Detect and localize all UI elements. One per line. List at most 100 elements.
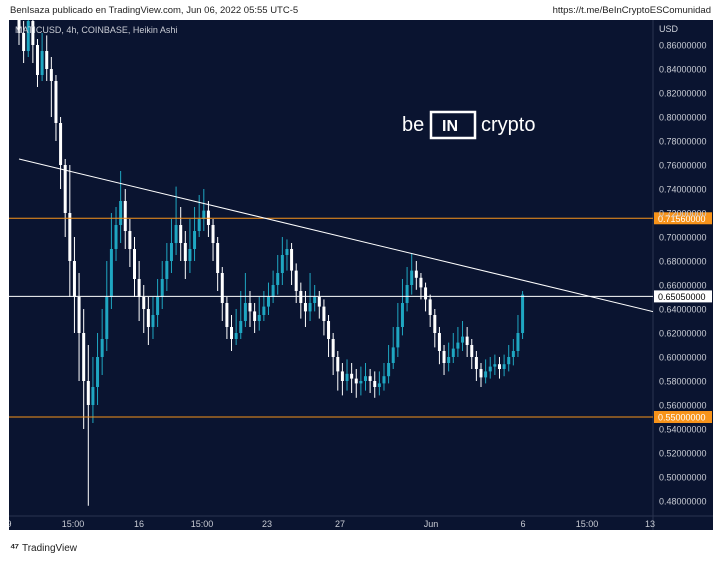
watermark-box — [429, 110, 477, 140]
candle-body — [114, 225, 118, 249]
candle-body — [239, 321, 243, 333]
candle-body — [377, 383, 381, 387]
candle-body — [82, 333, 86, 381]
candle-body — [303, 303, 307, 312]
header-bar: BenIsaza publicado en TradingView.com, J… — [0, 0, 721, 20]
candle-body — [290, 249, 294, 271]
x-tick-label: 23 — [262, 519, 272, 529]
y-tick-label: 0.84000000 — [659, 65, 707, 75]
y-tick-label: 0.70000000 — [659, 233, 707, 243]
candle-body — [322, 306, 326, 321]
x-tick-label: 16 — [134, 519, 144, 529]
candle-body — [331, 339, 335, 357]
candle-body — [414, 270, 418, 278]
candle-body — [271, 285, 275, 297]
watermark-text-be: be — [402, 114, 424, 136]
candle-body — [336, 357, 340, 372]
candle-body — [100, 339, 104, 357]
candle-body — [465, 336, 469, 345]
candle-body — [396, 327, 400, 348]
candle-body — [502, 364, 506, 369]
candle-body — [497, 364, 501, 369]
candle-body — [248, 303, 252, 312]
community-link[interactable]: https://t.me/BeInCryptoESComunidad — [552, 5, 711, 16]
level-tag-1 — [654, 290, 712, 303]
candle-body — [424, 287, 428, 300]
candle-body — [40, 51, 44, 75]
candle-body — [54, 81, 58, 123]
candle-body — [391, 347, 395, 363]
candle-body — [507, 357, 511, 365]
trendline — [18, 158, 653, 313]
candle-body — [45, 51, 49, 69]
candle-body — [86, 381, 90, 405]
candle-body — [461, 336, 465, 343]
y-tick-label: 0.78000000 — [659, 137, 707, 147]
candle-body — [493, 364, 497, 367]
y-tick-label: 0.60000000 — [659, 353, 707, 363]
y-tick-label: 0.56000000 — [659, 401, 707, 411]
beincrypto-watermark: be IN crypto — [402, 110, 535, 140]
candle-body — [133, 249, 136, 279]
candle-body — [160, 279, 164, 297]
candle-body — [49, 69, 53, 81]
candle-body — [197, 219, 201, 231]
x-tick-label: 9 — [9, 519, 12, 529]
candle-body — [193, 231, 197, 249]
candle-body — [294, 270, 298, 291]
y-tick-label: 0.64000000 — [659, 305, 707, 315]
chart-title: MATICUSD, 4h, COINBASE, Heikin Ashi — [15, 25, 177, 35]
publisher-caption: BenIsaza publicado en TradingView.com, J… — [10, 5, 299, 16]
candle-body — [280, 255, 284, 273]
candle-body — [456, 342, 460, 349]
watermark-text-crypto: crypto — [481, 114, 535, 136]
candle-body — [350, 373, 354, 379]
tradingview-logo-icon: ⁴⁷ — [10, 542, 19, 554]
candle-body — [26, 21, 30, 51]
level-tag-0 — [654, 212, 712, 225]
candle-body — [253, 311, 257, 321]
candle-body — [183, 243, 187, 261]
candle-body — [77, 297, 81, 333]
candle-body — [308, 303, 312, 312]
candle-body — [299, 291, 303, 303]
watermark-text-in: IN — [442, 118, 458, 135]
candle-body — [285, 249, 289, 255]
x-tick-label: 27 — [335, 519, 345, 529]
candle-body — [220, 273, 224, 303]
candle-body — [188, 249, 192, 261]
y-tick-label: 0.80000000 — [659, 113, 707, 123]
candle-body — [142, 297, 146, 309]
candle-body — [317, 297, 321, 307]
price-chart[interactable]: 0.71560000 0.65050000 0.55000000 USD 0.86000… — [9, 20, 713, 530]
candle-body — [327, 321, 331, 339]
candle-body — [313, 297, 317, 303]
candle-body — [516, 333, 520, 351]
candle-body — [364, 376, 367, 381]
candle-body — [488, 366, 492, 372]
candle-body — [428, 299, 432, 315]
footer-brand[interactable]: TradingView — [21, 542, 78, 554]
candle-body — [31, 21, 35, 45]
candle-body — [165, 261, 169, 279]
level-tag-2 — [654, 411, 712, 423]
candle-body — [179, 225, 183, 243]
candle-body — [373, 381, 377, 387]
level-label-1: 0.65050000 — [658, 292, 706, 302]
candle-body — [447, 357, 451, 363]
candle-body — [442, 351, 446, 363]
candle-body — [156, 297, 160, 315]
y-tick-label: 0.48000000 — [659, 497, 707, 507]
y-tick-label: 0.74000000 — [659, 185, 707, 195]
candle-body — [72, 261, 76, 297]
candle-body — [137, 279, 141, 297]
candle-body — [68, 213, 72, 261]
candle-body — [437, 333, 441, 351]
candle-body — [123, 201, 127, 231]
candle-body — [119, 201, 123, 225]
y-tick-label: 0.82000000 — [659, 89, 707, 99]
chart-frame — [9, 20, 713, 530]
y-axis-unit-label: USD — [659, 24, 679, 34]
x-tick-label: Jun — [424, 519, 439, 529]
candle-body — [174, 225, 178, 243]
